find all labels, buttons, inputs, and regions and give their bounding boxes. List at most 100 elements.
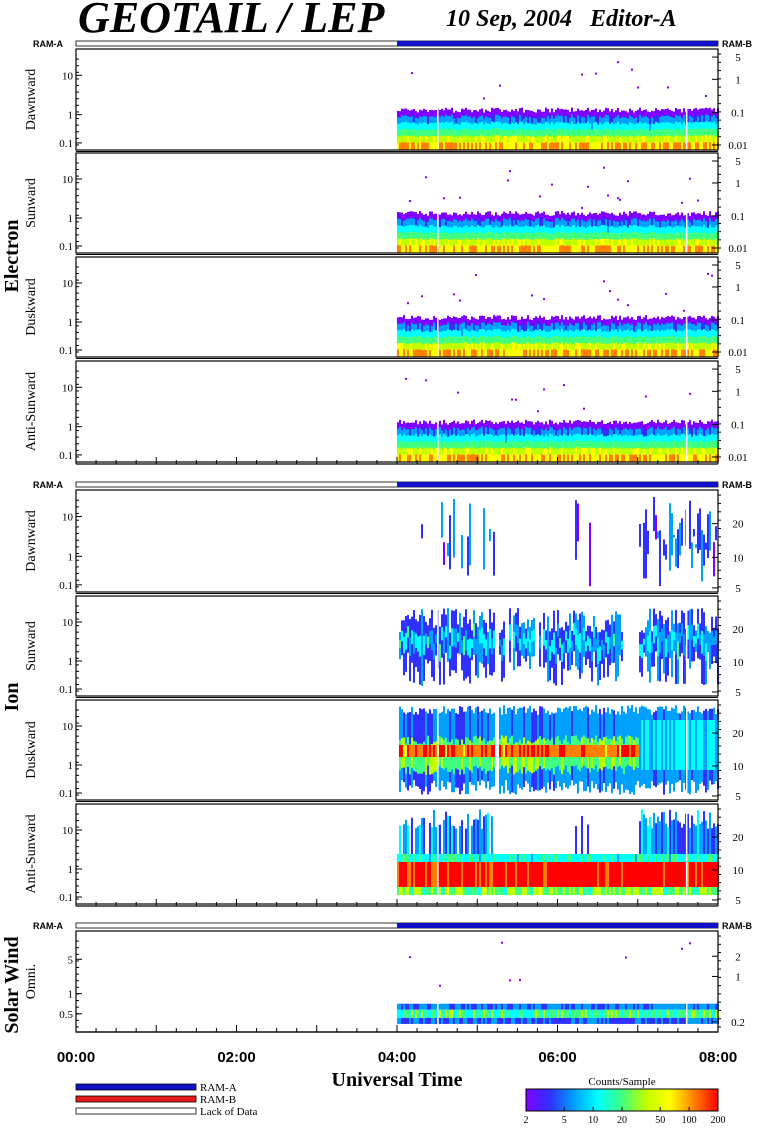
spectrogram-cell <box>671 441 673 449</box>
spectrogram-cell <box>501 213 503 221</box>
spectrogram-cell <box>585 221 587 229</box>
spectrogram-cell <box>631 435 633 443</box>
spectrogram-cell <box>537 343 539 351</box>
spectrogram-cell <box>671 117 673 125</box>
spectrogram-cell <box>553 316 555 324</box>
spectrogram-cell <box>557 211 559 219</box>
spectrogram-cell <box>625 130 627 137</box>
spectrogram-cell <box>455 435 457 443</box>
spectrogram-cell <box>609 428 611 436</box>
spectrogram-cell <box>659 720 661 770</box>
spectrogram-cell <box>687 213 689 221</box>
spectrogram-cell <box>637 329 639 337</box>
spectrogram-cell <box>551 221 553 229</box>
spectrogram-cell <box>445 448 447 456</box>
spectrogram-cell <box>603 745 605 757</box>
spectrogram-cell <box>649 434 651 442</box>
spectrogram-cell <box>453 336 455 344</box>
spectrogram-cell <box>531 129 533 137</box>
spectrogram-cell <box>703 429 705 437</box>
data-gap-line <box>685 361 688 462</box>
spectrogram-cell <box>415 232 417 240</box>
spectrogram-cell <box>715 349 717 357</box>
spectrogram-cell <box>569 142 571 150</box>
spectrogram-cell <box>579 129 581 137</box>
spectrogram-cell <box>595 72 597 75</box>
spectrogram-cell <box>441 337 443 345</box>
spectrogram-cell <box>519 638 521 651</box>
spectrogram-cell <box>703 218 705 226</box>
spectrogram-cell <box>539 322 541 330</box>
spectrogram-cell <box>419 421 421 429</box>
spectrogram-cell <box>471 329 473 337</box>
spectrogram-cell <box>553 423 555 431</box>
spectrogram-cell <box>517 117 519 125</box>
spectrogram-cell <box>699 232 701 240</box>
spectrogram-cell <box>537 454 539 462</box>
spectrogram-cell <box>533 227 535 235</box>
spectrogram-cell <box>649 337 651 345</box>
spectrogram-cell <box>501 245 503 253</box>
spectrogram-cell <box>713 329 715 337</box>
data-gap-line <box>685 490 688 592</box>
spectrogram-cell <box>505 349 507 357</box>
data-gap-line <box>685 596 688 696</box>
spectrogram-cell <box>609 331 611 339</box>
spectrogram-cell <box>415 633 417 648</box>
spectrogram-cell <box>615 632 617 654</box>
spectrogram-cell <box>455 123 457 131</box>
spectrogram-cell <box>715 245 717 253</box>
spectrogram-cell <box>595 430 597 437</box>
spectrogram-cell <box>515 454 517 462</box>
spectrogram-cell <box>559 454 561 462</box>
spectrogram-cell <box>483 448 485 456</box>
spectrogram-cell <box>577 454 579 462</box>
spectrogram-cell <box>621 214 623 222</box>
spectrogram-cell <box>465 142 467 150</box>
spectrogram-cell <box>659 448 661 456</box>
spectrogram-cell <box>557 135 559 143</box>
spectrogram-cell <box>633 245 635 253</box>
spectrogram-cell <box>533 317 535 325</box>
spectrogram-cell <box>497 239 499 247</box>
spectrogram-cell <box>471 112 473 119</box>
spectrogram-cell <box>469 214 471 222</box>
spectrogram-cell <box>709 720 711 770</box>
spectrogram-cell <box>453 293 455 296</box>
spectrogram-cell <box>515 135 517 143</box>
spectrogram-cell <box>429 631 431 644</box>
spectrogram-cell <box>549 646 551 661</box>
spectrogram-cell <box>537 427 539 435</box>
spectrogram-cell <box>403 128 405 137</box>
spectrogram-cell <box>469 109 471 117</box>
spectrogram-cell <box>417 136 419 144</box>
spectrogram-cell <box>489 529 491 542</box>
spectrogram-cell <box>689 500 691 549</box>
spectrogram-cell <box>427 124 429 131</box>
spectrogram-cell <box>533 215 535 223</box>
spectrogram-cell <box>617 197 619 200</box>
spectrogram-cell <box>509 231 511 239</box>
spectrogram-cell <box>433 349 435 357</box>
spectrogram-cell <box>465 349 467 357</box>
spectrogram-cell <box>415 323 417 331</box>
spectrogram-cell <box>511 232 513 240</box>
spectrogram-cell <box>637 135 639 143</box>
spectrogram-cell <box>559 325 561 332</box>
spectrogram-cell <box>633 118 635 126</box>
spectrogram-cell <box>423 427 425 435</box>
spectrogram-cell <box>561 342 563 350</box>
spectrogram-cell <box>581 110 583 118</box>
spectrogram-cell <box>627 304 629 307</box>
spectrogram-cell <box>693 434 695 442</box>
spectrogram-cell <box>657 720 659 770</box>
panel-label: Sunward <box>24 178 39 228</box>
spectrogram-cell <box>687 122 689 130</box>
spectrogram-cell <box>543 745 545 757</box>
spectrogram-cell <box>669 142 671 150</box>
spectrogram-cell <box>569 454 571 462</box>
spectrogram-cell <box>535 322 537 330</box>
spectrogram-cell <box>681 325 683 332</box>
spectrogram-cell <box>451 422 453 430</box>
spectrogram-cell <box>607 343 609 351</box>
